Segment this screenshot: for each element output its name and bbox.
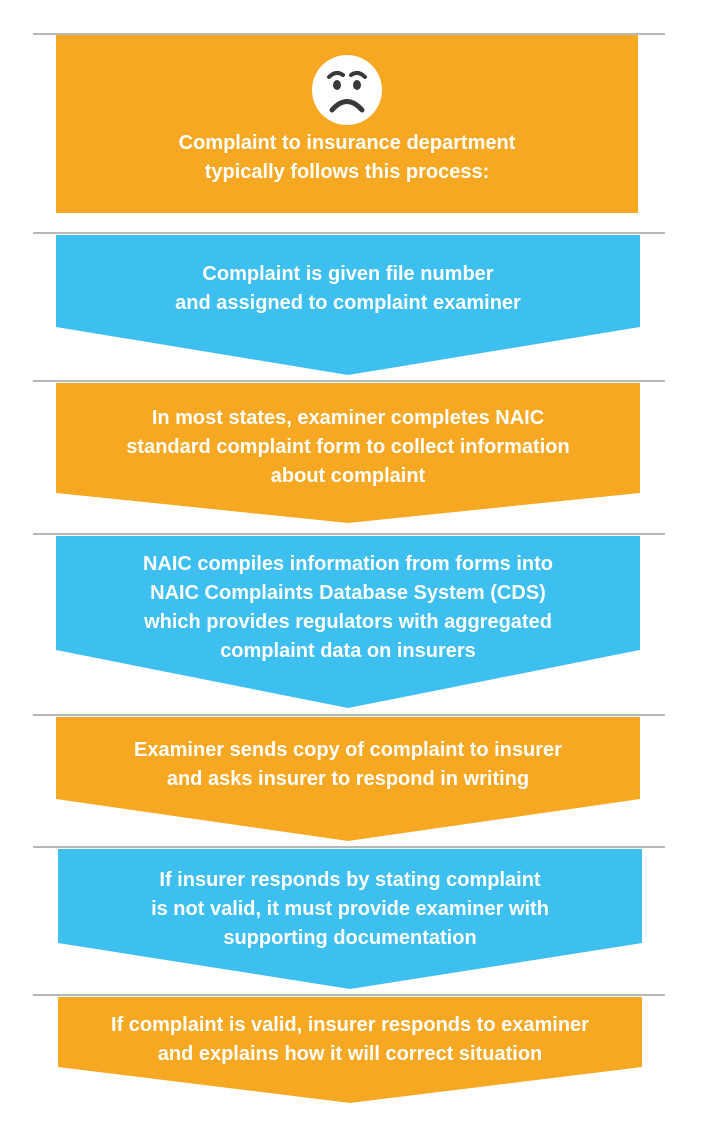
step-line: and assigned to complaint examiner — [175, 292, 521, 314]
divider-line — [33, 533, 665, 535]
step-6-text: If complaint is valid, insurer responds … — [58, 1011, 642, 1069]
header-line: Complaint to insurance department — [178, 132, 516, 154]
divider-line — [33, 846, 665, 848]
step-line: and asks insurer to respond in writing — [166, 768, 530, 790]
step-line: If complaint is valid, insurer responds … — [111, 1014, 589, 1036]
step-3-text: NAIC compiles information from forms int… — [56, 550, 640, 666]
step-line: supporting documentation — [223, 927, 477, 949]
step-5-box: If insurer responds by stating complaint… — [58, 849, 642, 989]
step-3-box: NAIC compiles information from forms int… — [56, 536, 640, 708]
step-line: standard complaint form to collect infor… — [126, 436, 570, 458]
step-4-text: Examiner sends copy of complaint to insu… — [56, 736, 640, 794]
step-line: is not valid, it must provide examiner w… — [151, 898, 549, 920]
step-6-box: If complaint is valid, insurer responds … — [58, 997, 642, 1103]
step-2-box: In most states, examiner completes NAIC … — [56, 383, 640, 523]
step-line: which provides regulators with aggregate… — [144, 611, 552, 633]
step-1-chevron — [56, 235, 640, 375]
step-line: NAIC Complaints Database System (CDS) — [150, 582, 546, 604]
header-text: Complaint to insurance department typica… — [56, 129, 638, 187]
step-4-box: Examiner sends copy of complaint to insu… — [56, 717, 640, 841]
step-line: and explains how it will correct situati… — [157, 1043, 543, 1065]
sad-face-icon — [312, 55, 382, 125]
step-line: Complaint is given file number — [202, 263, 494, 285]
step-line: about complaint — [270, 465, 426, 487]
header-box: Complaint to insurance department typica… — [56, 35, 638, 213]
step-2-chevron — [56, 383, 640, 523]
step-3-chevron — [56, 536, 640, 708]
divider-line — [33, 714, 665, 716]
step-line: NAIC compiles information from forms int… — [142, 553, 554, 575]
step-1-text: Complaint is given file number and assig… — [56, 260, 640, 318]
header-line: typically follows this process: — [204, 161, 490, 183]
step-line: complaint data on insurers — [220, 640, 476, 662]
step-line: In most states, examiner completes NAIC — [151, 407, 545, 429]
divider-line — [33, 380, 665, 382]
divider-line — [33, 33, 665, 35]
step-6-chevron — [58, 997, 642, 1103]
step-2-text: In most states, examiner completes NAIC … — [56, 404, 640, 491]
step-1-box: Complaint is given file number and assig… — [56, 235, 640, 375]
step-4-chevron — [56, 717, 640, 841]
step-line: Examiner sends copy of complaint to insu… — [134, 739, 562, 761]
step-5-text: If insurer responds by stating complaint… — [58, 866, 642, 953]
divider-line — [33, 232, 665, 234]
step-5-chevron — [58, 849, 642, 989]
divider-line — [33, 994, 665, 996]
step-line: If insurer responds by stating complaint — [159, 869, 541, 891]
